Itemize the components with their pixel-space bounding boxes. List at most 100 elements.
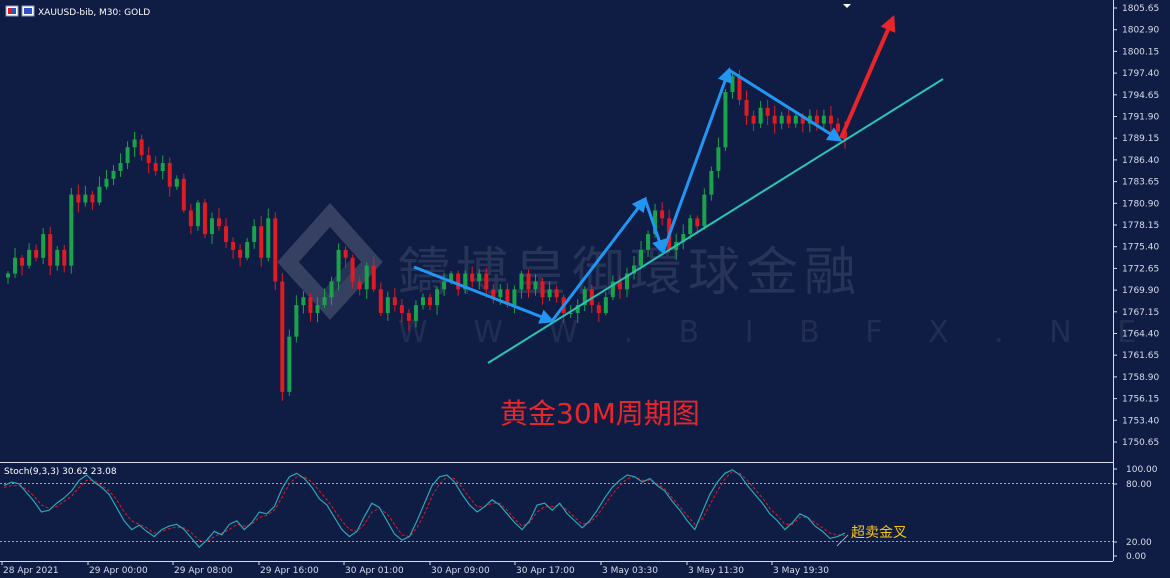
candle-body xyxy=(491,289,496,298)
price-tick-label: 1761.65 xyxy=(1122,351,1159,361)
candle-body xyxy=(498,289,503,298)
candle-body xyxy=(653,210,658,235)
candle-body xyxy=(603,297,608,313)
candle-body xyxy=(646,234,651,250)
price-tick-label: 1791.90 xyxy=(1122,113,1159,123)
candle-body xyxy=(301,297,306,306)
candle-body xyxy=(371,265,376,290)
candle-body xyxy=(793,115,798,124)
price-tick-label: 1758.90 xyxy=(1122,373,1159,383)
candle-body xyxy=(456,273,461,290)
candle-body xyxy=(435,289,440,306)
candle-body xyxy=(568,312,573,314)
candle-body xyxy=(765,107,770,116)
shift-marker-icon xyxy=(843,4,851,8)
candle-body xyxy=(835,123,840,132)
candle-body xyxy=(280,281,285,392)
candle-body xyxy=(62,249,67,266)
candle-body xyxy=(533,281,538,290)
price-tick-label: 1797.40 xyxy=(1122,69,1159,79)
candle-body xyxy=(442,281,447,290)
price-tick-label: 1786.40 xyxy=(1122,156,1159,166)
stoch-level-label: 0.00 xyxy=(1126,552,1146,562)
candle-body xyxy=(202,202,207,235)
candle-body xyxy=(195,202,200,227)
candle-body xyxy=(357,281,362,290)
candle-body xyxy=(843,131,847,140)
candle-body xyxy=(688,218,693,235)
candle-body xyxy=(406,312,411,321)
stoch-note-pointer xyxy=(836,534,849,547)
time-tick-label: 3 May 19:30 xyxy=(773,566,829,576)
candle-body xyxy=(259,226,264,258)
price-axis: 1805.65 1802.90 1800.15 1797.40 1794.65 1791.… xyxy=(1113,4,1159,448)
candle-body xyxy=(610,281,615,298)
candle-body xyxy=(786,115,791,124)
candle-body xyxy=(294,305,299,337)
candle-body xyxy=(48,234,53,266)
candle-body xyxy=(104,178,109,187)
candle-body xyxy=(273,218,278,282)
candle-body xyxy=(399,305,404,313)
candle-body xyxy=(758,107,763,124)
candle-body xyxy=(526,273,531,290)
candle-body xyxy=(238,249,243,258)
symbol-label: XAUUSD-bib, M30: GOLD xyxy=(38,8,150,18)
wave-arrows xyxy=(413,67,843,324)
chart-type-icon-body xyxy=(24,8,32,14)
wave-arrow-1 xyxy=(413,265,555,324)
candle-body xyxy=(217,218,222,227)
candle-body xyxy=(639,249,644,266)
candle-body xyxy=(322,297,327,306)
candle-body xyxy=(449,273,454,282)
candle-body xyxy=(709,170,714,195)
candle-body xyxy=(814,115,819,124)
price-tick-label: 1802.90 xyxy=(1122,26,1159,36)
candle-body xyxy=(27,249,32,266)
time-tick-label: 30 Apr 01:00 xyxy=(345,566,404,576)
candle-body xyxy=(139,139,144,156)
candle-body xyxy=(800,115,805,124)
candle-body xyxy=(76,194,81,203)
bottom-axis-background xyxy=(0,561,1170,578)
candle-body xyxy=(575,305,580,313)
candle-body xyxy=(118,163,123,171)
candle-body xyxy=(231,241,236,250)
watermark-url: W W W . B I B F X . N E T xyxy=(398,315,1170,350)
right-axis-background xyxy=(1113,0,1170,578)
time-tick-label: 29 Apr 08:00 xyxy=(174,566,233,576)
price-tick-label: 1783.65 xyxy=(1122,178,1159,188)
candle-body xyxy=(596,305,601,313)
candle-body xyxy=(132,139,137,148)
candle-body xyxy=(343,249,348,258)
price-tick-label: 1767.15 xyxy=(1122,308,1159,318)
price-tick-label: 1780.90 xyxy=(1122,199,1159,209)
indicator-panel-background xyxy=(0,463,1113,561)
candle-body xyxy=(617,281,622,290)
candle-body xyxy=(582,289,587,306)
candle-body xyxy=(554,289,559,298)
price-tick-label: 1750.65 xyxy=(1122,438,1159,448)
candle-body xyxy=(34,249,39,258)
candle-body xyxy=(6,273,10,278)
candle-body xyxy=(624,273,629,290)
stochastic-panel: Stoch(9,3,3) 30.62 23.08 超卖金叉 100.00 80.0… xyxy=(0,465,1158,562)
candle-body xyxy=(392,297,397,306)
stoch-level-labels: 100.00 80.00 20.00 0.00 xyxy=(1113,465,1158,562)
wave-arrow-5 xyxy=(728,68,843,142)
stoch-label: Stoch(9,3,3) 30.62 23.08 xyxy=(4,467,117,477)
candle-body xyxy=(287,336,292,392)
price-tick-label: 1805.65 xyxy=(1122,4,1159,14)
chart-window-icon-left xyxy=(8,8,12,14)
candle-body xyxy=(111,170,116,179)
candle-body xyxy=(484,273,489,290)
candle-body xyxy=(209,218,214,235)
time-tick-label: 3 May 03:30 xyxy=(602,566,658,576)
candle-body xyxy=(470,273,475,282)
candle-body xyxy=(146,155,151,164)
candle-body xyxy=(730,76,735,93)
candle-body xyxy=(41,234,46,258)
candle-body xyxy=(828,115,833,124)
candle-body xyxy=(174,178,179,187)
